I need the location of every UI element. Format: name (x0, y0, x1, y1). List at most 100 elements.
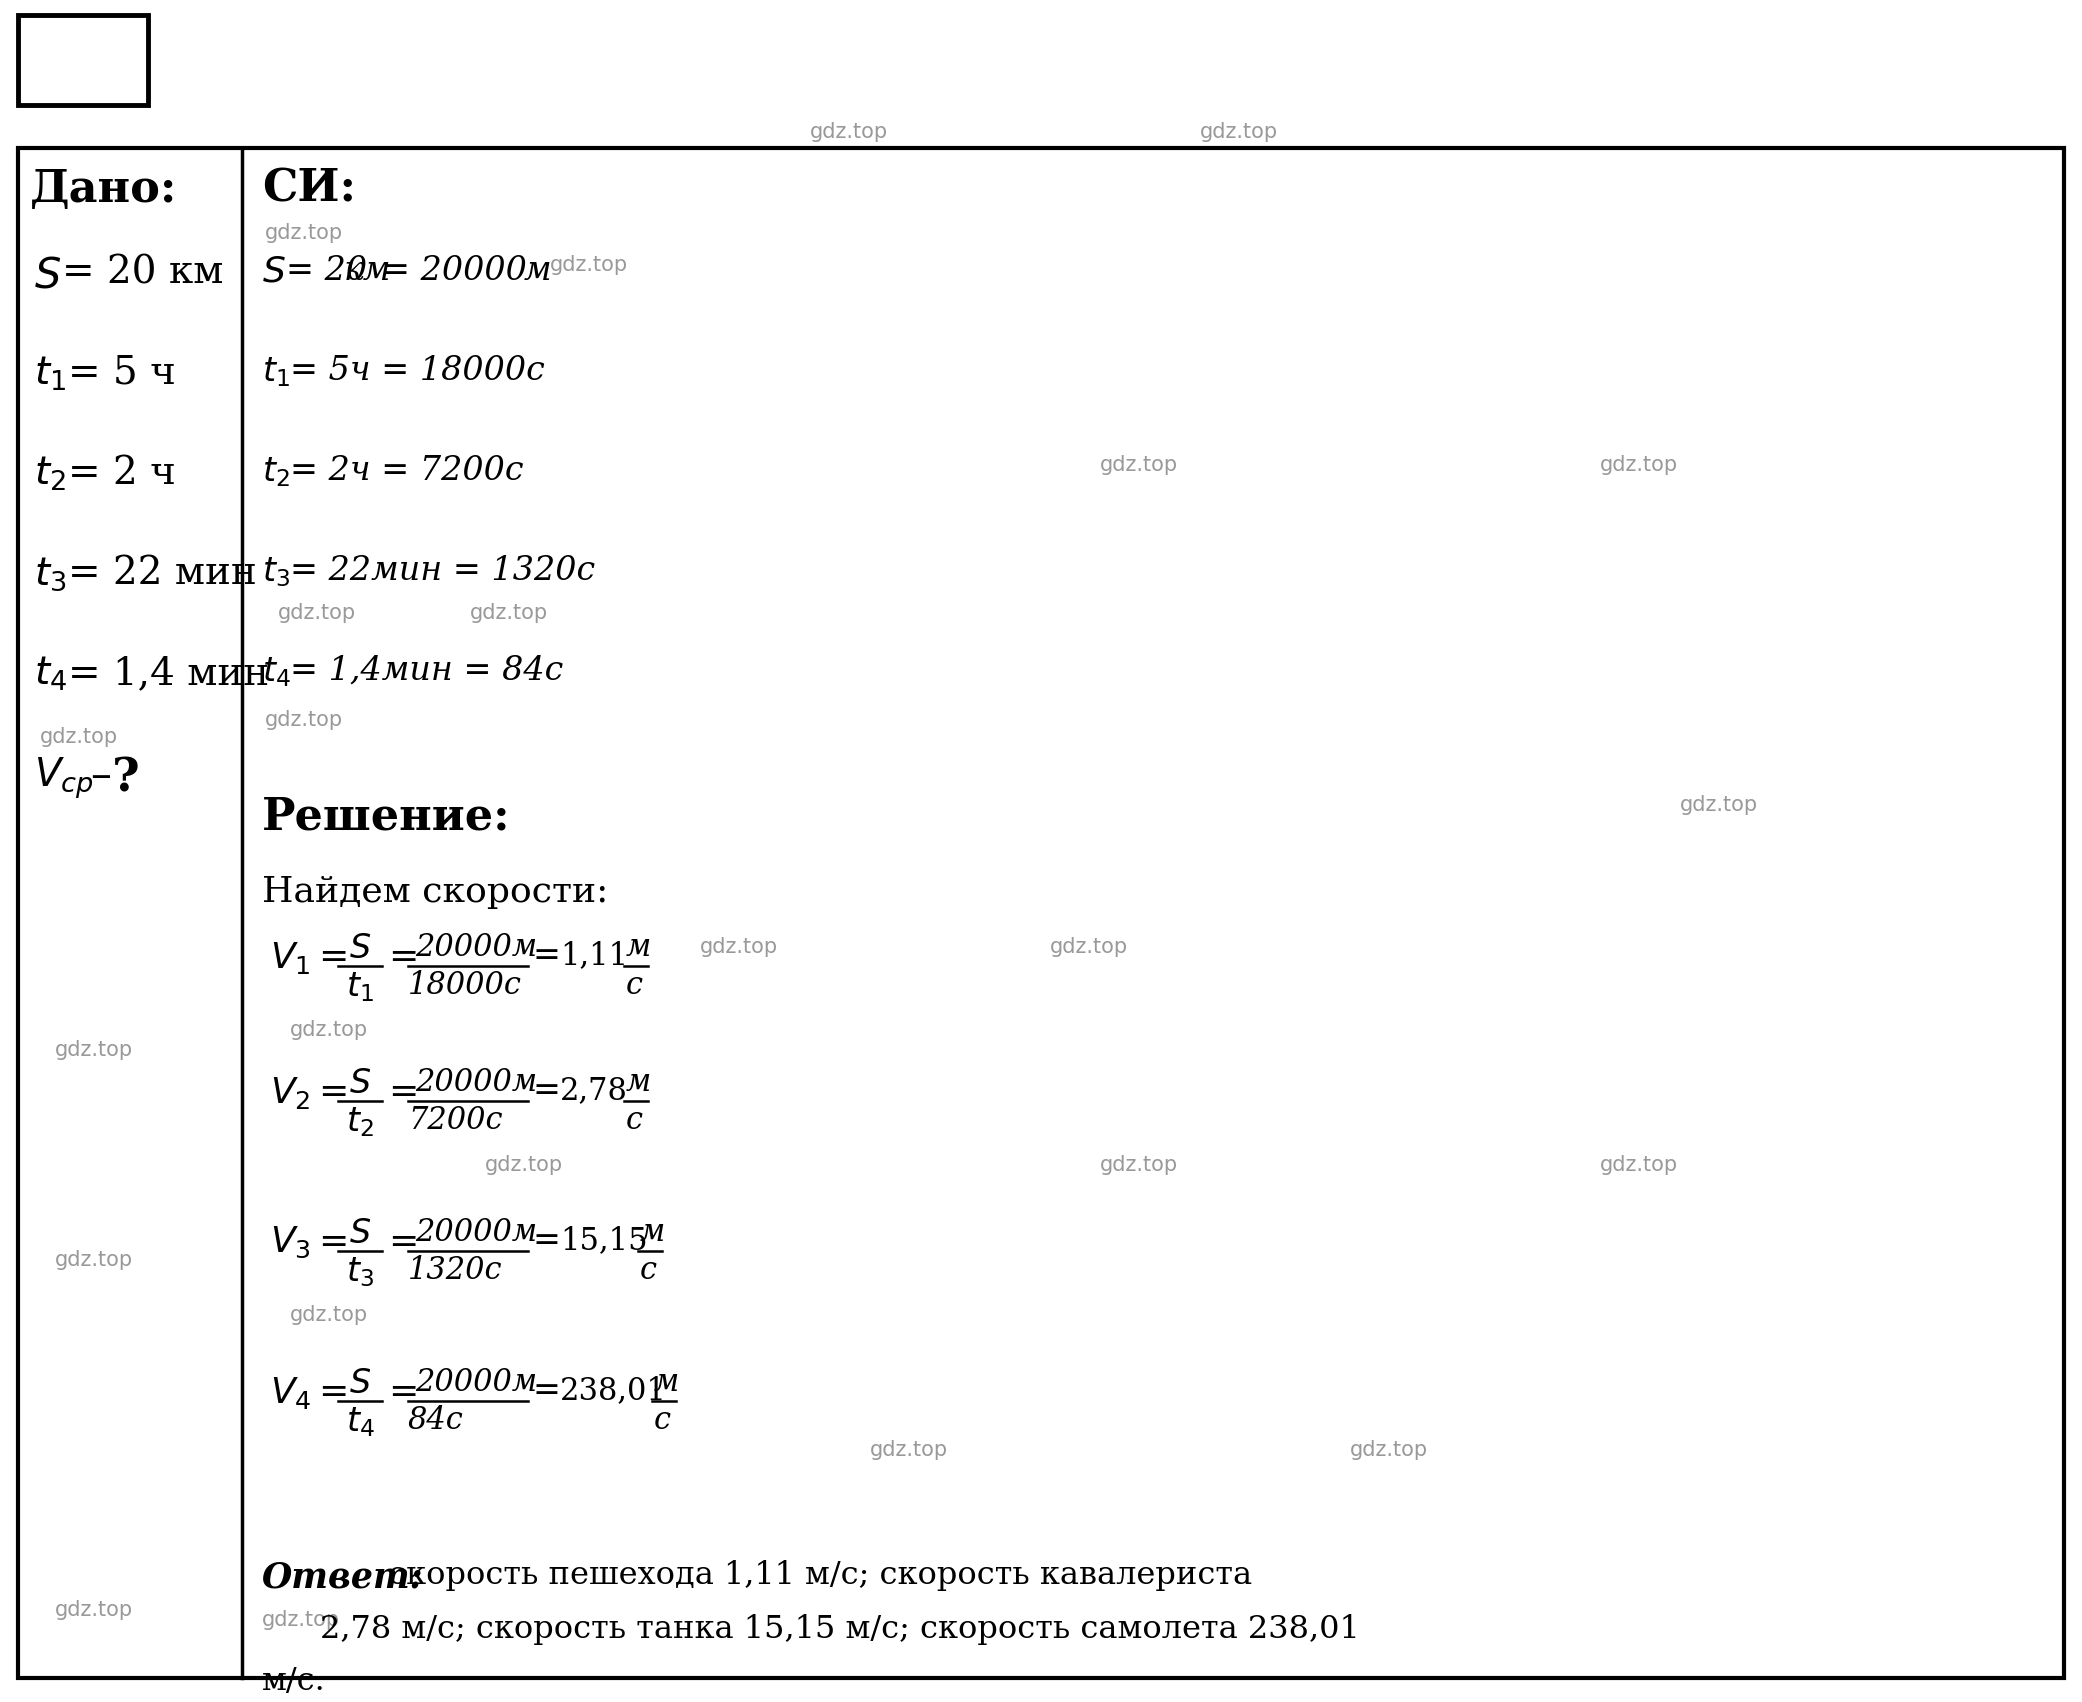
Text: = 22 мин: = 22 мин (69, 555, 256, 592)
Text: $\mathit{t}_4$: $\mathit{t}_4$ (262, 655, 291, 689)
Text: с: с (627, 1105, 643, 1135)
Text: gdz.top: gdz.top (810, 123, 889, 141)
Text: = 22мин = 1320с: = 22мин = 1320с (289, 555, 595, 587)
Text: gdz.top: gdz.top (1599, 454, 1678, 475)
Text: с: с (654, 1404, 670, 1436)
Text: gdz.top: gdz.top (1349, 1440, 1428, 1460)
Text: gdz.top: gdz.top (289, 1019, 369, 1040)
Text: = 5ч = 18000с: = 5ч = 18000с (289, 356, 545, 386)
Text: 84с: 84с (408, 1404, 464, 1436)
Text: с: с (627, 970, 643, 1001)
Text: gdz.top: gdz.top (870, 1440, 947, 1460)
Text: gdz.top: gdz.top (550, 255, 629, 276)
Text: =: = (533, 940, 560, 972)
Text: =: = (533, 1076, 560, 1106)
Text: =: = (319, 1375, 348, 1409)
Text: $\mathit{S}$: $\mathit{S}$ (262, 255, 285, 289)
Text: =: = (319, 1076, 348, 1110)
Text: $\mathit{t}_2$: $\mathit{t}_2$ (33, 454, 67, 494)
Text: gdz.top: gdz.top (700, 938, 779, 957)
Text: м: м (627, 933, 652, 963)
Text: =: = (319, 1225, 348, 1259)
Text: м: м (639, 1217, 666, 1248)
Text: ?: ? (112, 756, 139, 802)
Text: =: = (387, 940, 418, 974)
Text: gdz.top: gdz.top (264, 710, 344, 730)
Text: =: = (387, 1225, 418, 1259)
Text: gdz.top: gdz.top (485, 1156, 562, 1174)
Text: Дано:: Дано: (29, 168, 177, 211)
Text: =: = (533, 1225, 560, 1258)
Text: 238,01: 238,01 (560, 1375, 666, 1406)
Text: $\mathit{t}_1$: $\mathit{t}_1$ (262, 356, 289, 388)
FancyBboxPatch shape (19, 148, 2063, 1678)
Text: = 2ч = 7200с: = 2ч = 7200с (289, 454, 525, 487)
Text: gdz.top: gdz.top (1099, 454, 1178, 475)
Text: 1320с: 1320с (408, 1254, 502, 1287)
Text: м: м (627, 1067, 652, 1098)
Text: gdz.top: gdz.top (54, 1249, 133, 1270)
Text: $\mathit{V}_{3}$: $\mathit{V}_{3}$ (271, 1225, 310, 1259)
Text: gdz.top: gdz.top (262, 1610, 339, 1631)
Text: =: = (387, 1076, 418, 1110)
Text: 1,11: 1,11 (560, 940, 629, 972)
Text: $\mathit{t}_{3}$: $\mathit{t}_{3}$ (346, 1254, 375, 1288)
Text: $\mathit{t}_{1}$: $\mathit{t}_{1}$ (346, 970, 375, 1004)
Text: gdz.top: gdz.top (289, 1305, 369, 1324)
Text: = 20: = 20 (285, 255, 366, 288)
Text: gdz.top: gdz.top (264, 223, 344, 243)
Text: gdz.top: gdz.top (471, 603, 548, 623)
Text: 20000м: 20000м (414, 1217, 537, 1248)
Text: gdz.top: gdz.top (54, 1600, 133, 1620)
Text: Ответ:: Ответ: (262, 1561, 423, 1595)
FancyBboxPatch shape (19, 15, 148, 106)
Text: = 20 км: = 20 км (62, 255, 223, 293)
Text: $\mathit{t}_4$: $\mathit{t}_4$ (33, 655, 67, 693)
Text: $\mathit{t}_1$: $\mathit{t}_1$ (33, 356, 67, 393)
Text: м: м (654, 1367, 679, 1397)
Text: =: = (319, 940, 348, 974)
Text: 2,78 м/с; скорость танка 15,15 м/с; скорость самолета 238,01: 2,78 м/с; скорость танка 15,15 м/с; скор… (321, 1613, 1360, 1646)
Text: $\mathit{t}_2$: $\mathit{t}_2$ (262, 454, 289, 488)
Text: $\mathit{V}_{1}$: $\mathit{V}_{1}$ (271, 940, 310, 975)
Text: 20000м: 20000м (414, 1067, 537, 1098)
Text: gdz.top: gdz.top (54, 1040, 133, 1060)
Text: $\mathit{t}_{4}$: $\mathit{t}_{4}$ (346, 1404, 375, 1438)
Text: $\mathit{S}$: $\mathit{S}$ (33, 255, 60, 298)
Text: 20000м: 20000м (414, 1367, 537, 1397)
Text: gdz.top: gdz.top (40, 727, 119, 747)
Text: gdz.top: gdz.top (1049, 938, 1128, 957)
Text: Найдем скорости:: Найдем скорости: (262, 875, 608, 909)
Text: gdz.top: gdz.top (279, 603, 356, 623)
Text: gdz.top: gdz.top (1680, 795, 1757, 815)
Text: = 1,4 мин: = 1,4 мин (69, 655, 269, 693)
Text: 15,15: 15,15 (560, 1225, 648, 1256)
Text: 7200с: 7200с (408, 1105, 502, 1135)
Text: км: км (344, 255, 391, 288)
Text: $\mathit{t}_3$: $\mathit{t}_3$ (33, 555, 67, 592)
Text: 20000м: 20000м (414, 933, 537, 963)
Text: = 1,4мин = 84с: = 1,4мин = 84с (289, 655, 564, 688)
Text: gdz.top: gdz.top (1199, 123, 1278, 141)
Text: $\mathit{S}$: $\mathit{S}$ (350, 1367, 371, 1401)
Text: –: – (90, 756, 110, 797)
Text: $\mathit{S}$: $\mathit{S}$ (350, 1217, 371, 1249)
Text: Решение:: Решение: (262, 795, 510, 837)
Text: м/с.: м/с. (262, 1666, 325, 1697)
Text: = 2 ч: = 2 ч (69, 454, 175, 492)
Text: $\mathit{S}$: $\mathit{S}$ (350, 1067, 371, 1099)
Text: $\mathit{S}$: $\mathit{S}$ (350, 933, 371, 965)
Text: м: м (525, 255, 552, 288)
Text: = 20000: = 20000 (381, 255, 527, 288)
Text: $\mathit{t}_{2}$: $\mathit{t}_{2}$ (346, 1105, 375, 1139)
Text: с: с (639, 1254, 658, 1287)
Text: gdz.top: gdz.top (1099, 1156, 1178, 1174)
Text: скорость пешехода 1,11 м/с; скорость кавалериста: скорость пешехода 1,11 м/с; скорость кав… (379, 1561, 1251, 1591)
Text: 2,78: 2,78 (560, 1076, 629, 1106)
Text: gdz.top: gdz.top (1599, 1156, 1678, 1174)
Text: =: = (387, 1375, 418, 1409)
Text: =: = (533, 1375, 560, 1408)
Text: 18000с: 18000с (408, 970, 523, 1001)
Text: = 5 ч: = 5 ч (69, 356, 175, 391)
Text: $\mathit{t}_3$: $\mathit{t}_3$ (262, 555, 289, 589)
